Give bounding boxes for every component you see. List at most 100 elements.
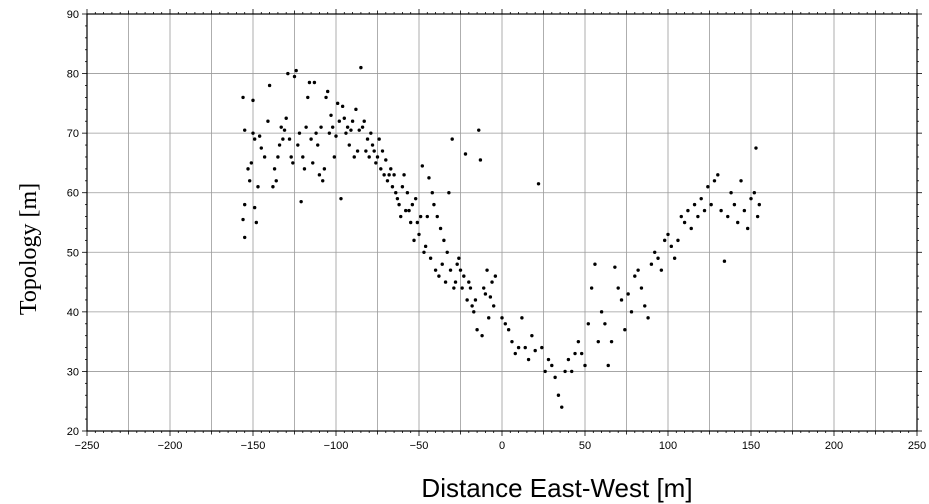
data-point [326,89,330,94]
data-point [682,220,687,225]
data-points [241,65,761,409]
data-point [299,199,303,204]
data-point [477,128,481,132]
data-point [472,310,476,314]
data-point [726,214,730,219]
data-point [246,167,250,171]
axis-ticks [82,9,922,436]
data-point [399,214,403,219]
data-point [712,179,717,183]
data-point [321,179,325,183]
data-point [402,173,406,177]
y-tick-label: 20 [67,426,79,438]
data-point [345,125,350,129]
data-point [482,286,486,290]
data-point [284,116,288,120]
data-point [277,143,282,147]
data-point [643,304,647,308]
data-point [349,128,353,132]
x-tick-label: 200 [825,440,843,452]
data-point [633,274,637,278]
data-point [589,286,594,290]
data-point [257,134,262,138]
data-point [453,280,458,284]
data-point [506,328,511,332]
data-point [404,208,408,213]
x-tick-label: −50 [410,440,429,452]
data-point [706,185,710,189]
data-point [443,280,448,284]
data-point [586,322,591,326]
data-point [357,128,361,132]
data-point [523,345,527,350]
data-point [440,262,444,266]
data-point [666,232,670,237]
data-point [350,119,355,123]
data-point [317,173,322,177]
data-point [543,369,547,374]
data-point [309,137,313,141]
data-point [516,345,521,350]
data-point [362,119,366,123]
data-point [287,137,292,141]
data-point [409,220,413,225]
data-point [656,256,660,260]
data-point [247,179,252,183]
data-point [425,214,429,219]
data-point [241,217,245,222]
data-point [422,250,426,254]
data-point [375,155,380,159]
data-point [465,298,469,302]
data-point [480,333,484,338]
data-point [372,149,376,153]
x-axis-label: Distance East-West [m] [421,473,692,503]
data-point [613,265,617,269]
data-point [450,137,454,141]
data-point [599,310,604,314]
data-point [692,202,697,207]
data-point [339,196,343,201]
data-point [560,405,564,409]
data-point [686,208,690,213]
data-point [435,214,439,219]
data-point [550,363,554,368]
data-point [374,161,378,165]
data-point [380,149,385,153]
data-point [392,173,396,177]
data-point [556,393,561,397]
data-point [616,286,620,290]
data-point [382,173,386,177]
data-point [267,83,272,88]
data-point [340,104,345,109]
data-point [485,268,489,272]
data-point [729,191,733,195]
data-point [520,316,524,320]
data-point [462,274,466,278]
data-point [593,262,597,266]
data-point [749,196,753,201]
data-point [327,131,332,135]
data-point [639,286,644,290]
data-point [676,238,680,243]
data-point [653,250,657,254]
data-point [302,167,307,171]
data-point [296,143,300,147]
data-point [745,226,750,231]
data-point [418,214,423,219]
data-point [271,185,275,189]
data-point [252,137,257,141]
data-point [259,146,263,150]
data-point [262,155,267,159]
data-point [636,268,640,272]
data-point [576,339,581,344]
data-point [533,348,537,353]
data-point [736,220,740,225]
data-point [709,202,713,207]
data-point [390,185,395,189]
data-point [365,137,370,141]
data-point [467,280,471,284]
data-point [433,268,438,272]
x-tick-label: 0 [499,440,505,452]
data-point [455,262,459,266]
